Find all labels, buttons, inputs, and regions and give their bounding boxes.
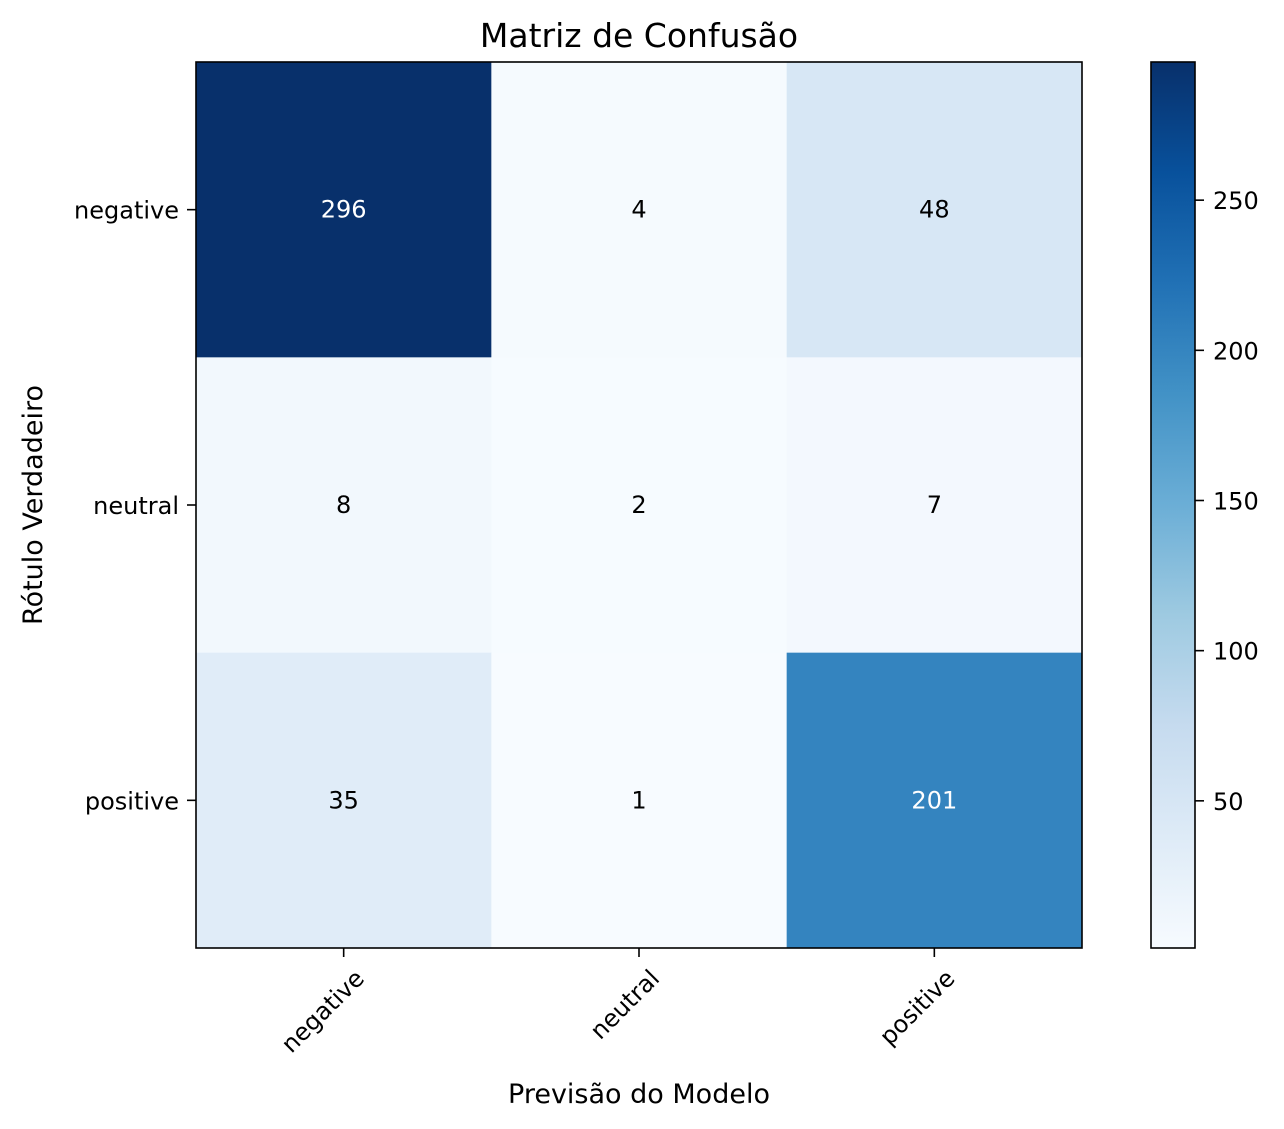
cell-value-label: 1 [631,786,646,814]
x-tick-label: negative [276,964,370,1058]
x-tick-label: positive [874,964,960,1050]
y-axis-label: Rótulo Verdadeiro [18,385,49,625]
cell-value-label: 8 [336,491,351,519]
heatmap-cell [196,357,492,654]
y-tick-label: positive [85,787,179,815]
cell-value-label: 7 [927,491,942,519]
heatmap-cell [786,652,1083,949]
cell-value-label: 2 [631,491,646,519]
colorbar-tick-label: 200 [1213,337,1259,365]
cell-value-labels: 296 4 48 8 2 7 35 1 201 [321,196,957,815]
colorbar-tick-label: 250 [1213,187,1259,215]
colorbar-ticks: 50 100 150 200 250 [1195,187,1259,816]
colorbar-frame [1150,61,1196,949]
colorbar-gradient [1151,62,1195,948]
x-axis-label: Previsão do Modelo [508,1079,770,1110]
chart-title: Matriz de Confusão [480,16,798,55]
cell-value-label: 48 [919,196,950,224]
y-axis-ticks: negative neutral positive [74,197,196,815]
heatmap-cell [786,62,1083,358]
colorbar-tick-label: 100 [1213,638,1259,666]
heatmap-cell [491,62,788,358]
x-tick-label: neutral [585,964,665,1044]
heatmap-cell [786,357,1083,654]
colorbar-tick-label: 150 [1213,487,1259,515]
cell-value-label: 4 [631,196,646,224]
heatmap-cell [196,62,492,358]
y-tick-label: neutral [93,492,179,520]
heatmap-cell [196,652,492,949]
cell-value-label: 201 [911,786,957,814]
y-tick-label: negative [74,197,179,225]
heatmap-cells [196,62,1083,949]
x-axis-ticks: negative neutral positive [276,948,960,1058]
cell-value-label: 296 [321,196,367,224]
heatmap-cell [491,357,788,654]
cell-value-label: 35 [328,786,359,814]
colorbar-tick-label: 50 [1213,788,1244,816]
heatmap-cell [491,652,788,949]
